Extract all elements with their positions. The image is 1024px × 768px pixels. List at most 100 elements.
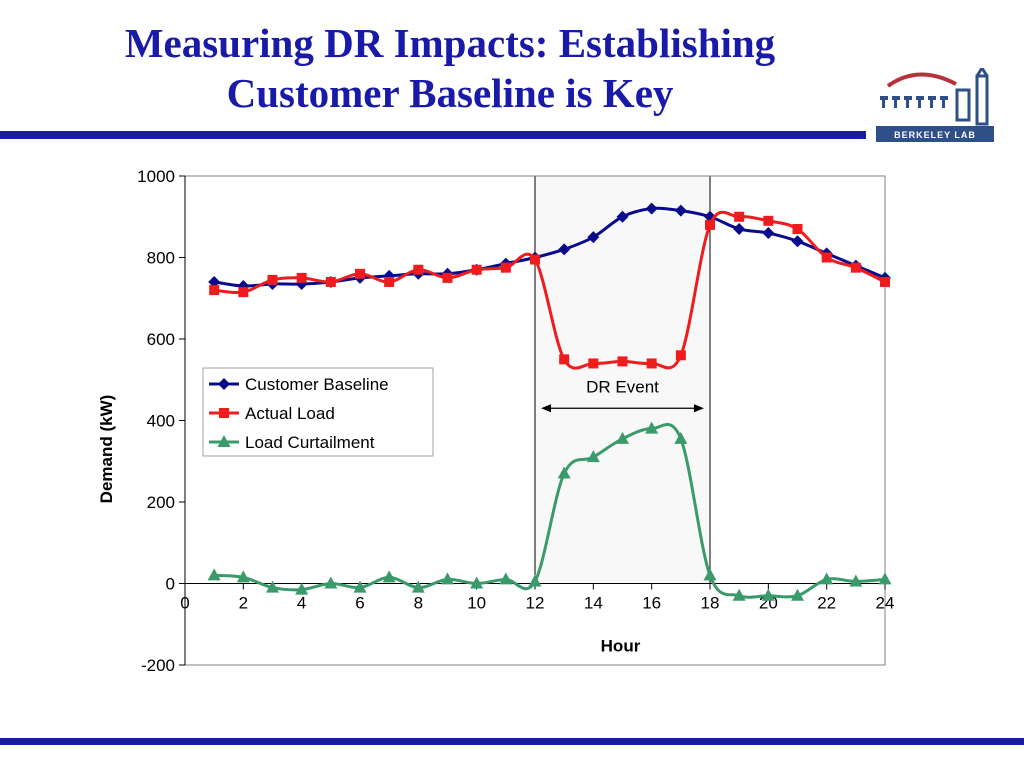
customer-baseline-point bbox=[208, 275, 221, 288]
load-curtailment-point bbox=[236, 570, 250, 583]
y-tick-label: 0 bbox=[166, 575, 175, 594]
series-layer bbox=[207, 202, 892, 601]
actual-load-point bbox=[821, 252, 832, 263]
demand-chart: 0 2 4 6 8 10 12 14 16 18 20 22 24 -200 0 200 400 600 800 10… bbox=[0, 150, 1024, 690]
x-axis-label: Hour bbox=[601, 637, 641, 656]
load-curtailment-point bbox=[441, 572, 454, 585]
legend: Customer Baseline Actual Load Load Curtail… bbox=[202, 367, 434, 457]
dr-event-arrow-head-left bbox=[541, 404, 551, 413]
actual-load-point bbox=[850, 262, 861, 273]
load-curtailment-point bbox=[557, 466, 571, 479]
x-tick-label: 14 bbox=[584, 594, 603, 613]
x-tick-label: 16 bbox=[642, 594, 661, 613]
legend-label: Actual Load bbox=[245, 404, 335, 423]
load-curtailment-point bbox=[732, 588, 746, 601]
customer-baseline-point bbox=[762, 227, 775, 240]
load-curtailment-point bbox=[528, 574, 542, 587]
actual-load-point bbox=[734, 211, 745, 222]
actual-load-point bbox=[675, 350, 686, 361]
y-tick-label: -200 bbox=[141, 656, 175, 675]
actual-load-point bbox=[442, 272, 453, 283]
y-tick-label: 400 bbox=[147, 412, 175, 431]
actual-load-point bbox=[763, 215, 774, 226]
legend-item-actual-load: Actual Load bbox=[209, 404, 335, 423]
x-tick-label: 2 bbox=[239, 594, 248, 613]
customer-baseline-point bbox=[645, 202, 658, 215]
top-rule bbox=[0, 131, 866, 139]
load-curtailment-point bbox=[645, 421, 659, 434]
dr-event-label: DR Event bbox=[586, 377, 659, 396]
x-tick-label: 4 bbox=[297, 594, 306, 613]
customer-baseline-point bbox=[791, 235, 804, 248]
legend-swatch-marker bbox=[218, 378, 230, 390]
axes: 0 2 4 6 8 10 12 14 16 18 20 22 24-200020040060080010… bbox=[137, 167, 894, 675]
customer-baseline-point bbox=[295, 277, 308, 290]
bottom-rule bbox=[0, 738, 1024, 745]
load-curtailment-point bbox=[820, 572, 834, 585]
load-curtailment-point bbox=[878, 572, 892, 585]
load-curtailment-point bbox=[411, 580, 425, 593]
x-tick-label: 0 bbox=[180, 594, 189, 613]
load-curtailment-point bbox=[266, 580, 279, 593]
series-actual-load bbox=[209, 210, 890, 370]
y-axis-label: Demand (kW) bbox=[97, 395, 116, 504]
actual-load-point bbox=[355, 268, 365, 279]
dr-event-annotation: DR Event bbox=[541, 377, 704, 413]
berkeley-lab-logo: BERKELEY LAB bbox=[870, 65, 1000, 148]
x-tick-label: 8 bbox=[414, 594, 423, 613]
y-tick-label: 1000 bbox=[137, 167, 175, 186]
legend-box bbox=[202, 367, 434, 457]
x-tick-label: 24 bbox=[876, 594, 895, 613]
actual-load-point bbox=[705, 219, 715, 230]
actual-load-point bbox=[238, 287, 249, 298]
actual-load-point bbox=[880, 276, 890, 287]
customer-baseline-point bbox=[674, 204, 687, 217]
logo-text: BERKELEY LAB bbox=[894, 130, 976, 140]
load-curtailment-point bbox=[295, 582, 309, 595]
load-curtailment-point bbox=[470, 576, 484, 589]
legend-label: Load Curtailment bbox=[245, 433, 375, 452]
load-curtailment-point bbox=[207, 568, 221, 581]
customer-baseline-point bbox=[587, 231, 600, 244]
legend-item-load-curtailment: Load Curtailment bbox=[209, 433, 375, 452]
x-tick-label: 22 bbox=[817, 594, 836, 613]
title-line-2: Customer Baseline is Key bbox=[226, 70, 674, 116]
actual-load-point bbox=[646, 358, 657, 369]
legend-item-customer-baseline: Customer Baseline bbox=[209, 375, 389, 394]
title-line-1: Measuring DR Impacts: Establishing bbox=[124, 20, 776, 66]
actual-load-point bbox=[792, 223, 803, 234]
x-tick-label: 18 bbox=[701, 594, 720, 613]
actual-load-point bbox=[413, 264, 424, 275]
actual-load-point bbox=[267, 274, 278, 285]
actual-load-point bbox=[471, 264, 482, 275]
customer-baseline-point bbox=[616, 210, 629, 223]
load-curtailment-point bbox=[616, 431, 629, 444]
load-curtailment-point bbox=[586, 450, 600, 463]
customer-baseline-point bbox=[733, 222, 746, 235]
actual-load-point bbox=[296, 272, 307, 283]
actual-load-point bbox=[530, 254, 540, 265]
actual-load-point bbox=[209, 285, 220, 296]
actual-load-point bbox=[559, 354, 570, 365]
x-tick-label: 10 bbox=[467, 594, 486, 613]
actual-load-point bbox=[384, 276, 395, 287]
load-curtailment-point bbox=[674, 431, 688, 444]
slide-title: Measuring DR Impacts: Establishing Custo… bbox=[40, 18, 860, 118]
x-tick-label: 12 bbox=[526, 594, 545, 613]
series-load-curtailment bbox=[207, 421, 892, 601]
load-curtailment-point bbox=[499, 572, 513, 585]
y-tick-label: 600 bbox=[147, 330, 175, 349]
actual-load-point bbox=[617, 356, 628, 367]
customer-baseline-point bbox=[558, 243, 571, 256]
legend-label: Customer Baseline bbox=[245, 375, 389, 394]
chart-svg: 0 2 4 6 8 10 12 14 16 18 20 22 24-200020040060080010… bbox=[97, 167, 894, 675]
load-curtailment-point bbox=[703, 568, 717, 581]
y-tick-label: 200 bbox=[147, 493, 175, 512]
dr-event-arrow-head-right bbox=[694, 404, 704, 413]
actual-load-point bbox=[588, 358, 599, 369]
x-tick-label: 6 bbox=[355, 594, 364, 613]
load-curtailment-point bbox=[849, 574, 863, 587]
legend-swatch-marker bbox=[217, 435, 231, 447]
actual-load-point bbox=[325, 276, 336, 287]
legend-swatch-marker bbox=[219, 408, 229, 418]
